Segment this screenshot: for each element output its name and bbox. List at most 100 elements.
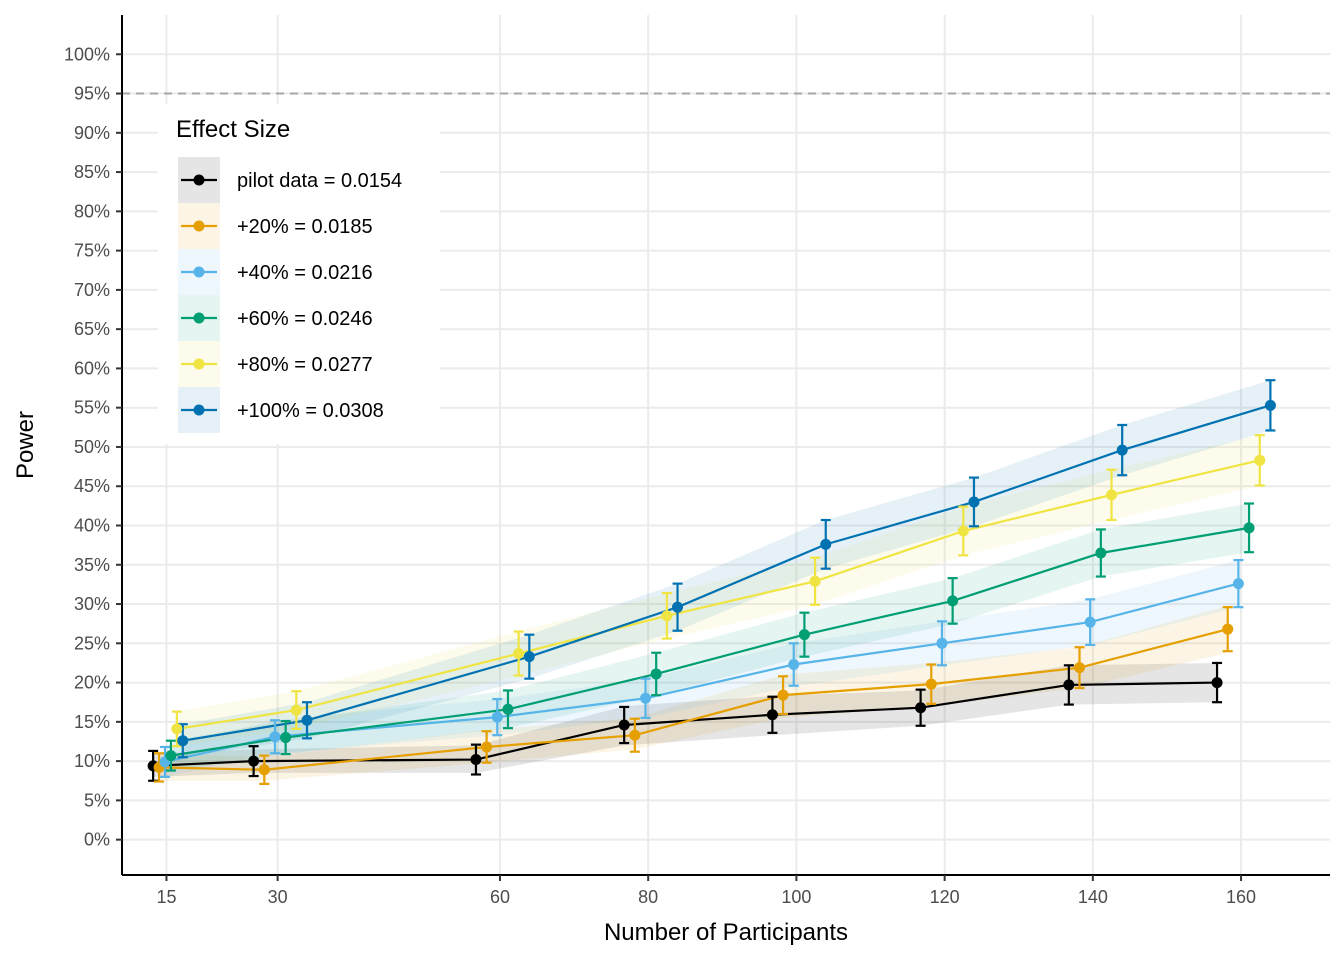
- point-series-1-100: [777, 689, 789, 701]
- point-series-0-100: [766, 709, 778, 721]
- y-tick-label-40: 40%: [74, 516, 110, 536]
- point-series-0-60: [470, 754, 482, 766]
- y-tick-label-35: 35%: [74, 555, 110, 575]
- y-tick-label-85: 85%: [74, 162, 110, 182]
- band-series-3: [170, 503, 1250, 771]
- axes: [121, 15, 1330, 876]
- point-series-2-160: [1232, 578, 1244, 590]
- y-axis-title: Power: [12, 411, 39, 479]
- data-points: [147, 399, 1276, 776]
- point-series-4-60: [513, 648, 525, 660]
- x-tick-label-140: 140: [1078, 887, 1108, 907]
- x-tick-label-80: 80: [638, 887, 658, 907]
- point-series-5-60: [523, 651, 535, 663]
- point-series-4-15: [171, 723, 183, 735]
- grid: [122, 15, 1330, 875]
- point-series-4-30: [290, 704, 302, 716]
- point-series-4-140: [1106, 489, 1118, 501]
- point-series-5-100: [820, 538, 832, 550]
- legend-title: Effect Size: [176, 116, 290, 143]
- point-series-5-160: [1264, 399, 1276, 411]
- legend-item-5: +100% = 0.0308: [178, 387, 384, 433]
- point-series-2-120: [936, 637, 948, 649]
- legend-item-3: +60% = 0.0246: [178, 295, 373, 341]
- y-tick-label-60: 60%: [74, 358, 110, 378]
- point-series-1-30: [258, 764, 270, 776]
- x-tick-label-15: 15: [156, 887, 176, 907]
- x-tick-label-100: 100: [781, 887, 811, 907]
- point-series-1-80: [629, 729, 641, 741]
- point-series-3-80: [650, 668, 662, 680]
- x-axis-title: Number of Participants: [604, 919, 848, 946]
- legend-key-point: [193, 404, 205, 416]
- y-tick-label-70: 70%: [74, 280, 110, 300]
- y-tick-label-0: 0%: [84, 830, 110, 850]
- y-tick-label-15: 15%: [74, 712, 110, 732]
- point-series-5-15: [177, 735, 189, 747]
- point-series-5-80: [672, 601, 684, 613]
- y-tick-label-100: 100%: [64, 44, 110, 64]
- legend-key-point: [193, 358, 205, 370]
- legend-label: +20% = 0.0185: [237, 216, 373, 238]
- legend-item-0: pilot data = 0.0154: [178, 157, 402, 203]
- point-series-3-120: [947, 595, 959, 607]
- point-series-0-80: [618, 719, 630, 731]
- legend: Effect Size pilot data = 0.0154 +20% = 0.…: [158, 104, 440, 444]
- point-series-3-160: [1243, 522, 1255, 534]
- y-tick-label-50: 50%: [74, 437, 110, 457]
- point-series-3-60: [502, 703, 514, 715]
- x-tick-label-30: 30: [268, 887, 288, 907]
- band-series-5: [182, 380, 1271, 758]
- legend-items: pilot data = 0.0154 +20% = 0.0185 +40% = 0…: [178, 157, 402, 433]
- legend-item-4: +80% = 0.0277: [178, 341, 373, 387]
- point-series-1-140: [1074, 662, 1086, 674]
- point-series-2-30: [269, 731, 281, 743]
- point-series-4-160: [1254, 454, 1266, 466]
- line-series-3: [170, 526, 1250, 757]
- legend-label: +40% = 0.0216: [237, 262, 373, 284]
- y-tick-label-30: 30%: [74, 594, 110, 614]
- point-series-2-60: [491, 711, 503, 723]
- y-tick-label-95: 95%: [74, 84, 110, 104]
- x-tick-label-60: 60: [490, 887, 510, 907]
- point-series-0-30: [248, 755, 260, 767]
- y-axis-ticks: 0% 5% 10% 15% 20% 25% 30% 35% 40% 45% 50% 55% 60% 65%…: [64, 44, 122, 850]
- legend-label: +60% = 0.0246: [237, 308, 373, 330]
- point-series-1-120: [925, 678, 937, 690]
- legend-background: [158, 104, 440, 444]
- y-tick-label-55: 55%: [74, 398, 110, 418]
- point-series-1-160: [1222, 623, 1234, 635]
- point-series-4-120: [957, 525, 969, 537]
- x-axis-ticks: 15 30 60 80 100 120 140 160: [156, 875, 1256, 907]
- x-tick-label-120: 120: [930, 887, 960, 907]
- legend-label: +80% = 0.0277: [237, 354, 373, 376]
- series-lines: [153, 404, 1271, 771]
- point-series-2-140: [1084, 616, 1096, 628]
- line-series-0: [153, 681, 1218, 767]
- point-series-2-100: [788, 659, 800, 671]
- y-tick-label-20: 20%: [74, 673, 110, 693]
- point-series-4-100: [809, 575, 821, 587]
- legend-label: +100% = 0.0308: [237, 400, 384, 422]
- point-series-5-30: [301, 714, 313, 726]
- legend-key-point: [193, 220, 205, 232]
- point-series-3-15: [165, 750, 177, 762]
- y-tick-label-80: 80%: [74, 201, 110, 221]
- legend-label: pilot data = 0.0154: [237, 170, 402, 192]
- x-tick-label-160: 160: [1226, 887, 1256, 907]
- legend-key-point: [193, 174, 205, 186]
- y-tick-label-25: 25%: [74, 633, 110, 653]
- point-series-2-80: [640, 692, 652, 704]
- y-tick-label-90: 90%: [74, 123, 110, 143]
- legend-item-2: +40% = 0.0216: [178, 249, 373, 295]
- point-series-3-140: [1095, 547, 1107, 559]
- legend-item-1: +20% = 0.0185: [178, 203, 373, 249]
- point-series-4-80: [661, 610, 673, 622]
- line-series-4: [176, 459, 1260, 731]
- point-series-0-160: [1211, 677, 1223, 689]
- line-series-1: [159, 628, 1229, 771]
- point-series-0-120: [915, 702, 927, 714]
- legend-key-point: [193, 266, 205, 278]
- y-tick-label-45: 45%: [74, 476, 110, 496]
